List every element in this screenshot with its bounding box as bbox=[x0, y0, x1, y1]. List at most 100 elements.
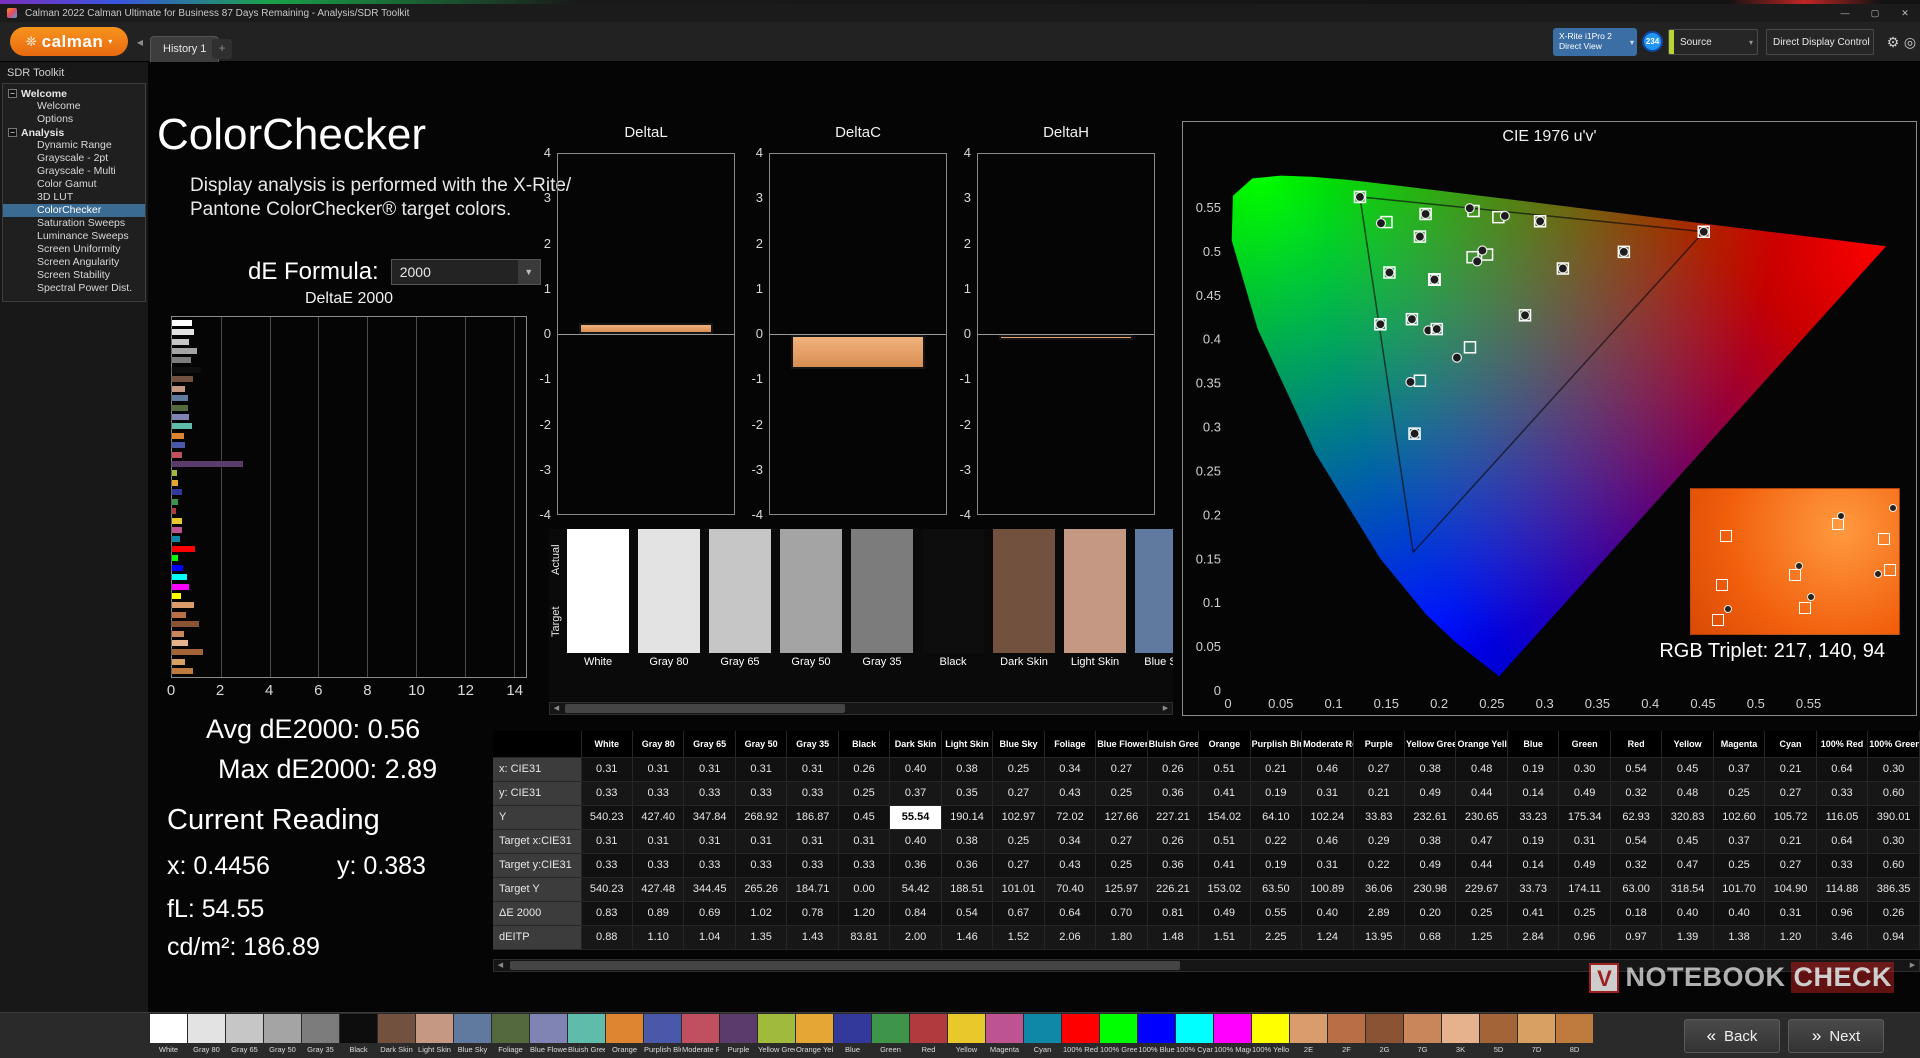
strip-scrollbar[interactable]: ◀ ▶ bbox=[549, 702, 1173, 715]
patch-swatch-gray-50[interactable]: Gray 50 bbox=[264, 1014, 301, 1056]
patch-swatch-yellow[interactable]: Yellow bbox=[948, 1014, 985, 1056]
sidebar-item-screen-stability[interactable]: Screen Stability bbox=[37, 269, 110, 281]
scroll-right-icon[interactable]: ▶ bbox=[1162, 705, 1169, 712]
patch-swatch-5d[interactable]: 5D bbox=[1480, 1014, 1517, 1056]
patch-swatch-7g[interactable]: 7G bbox=[1404, 1014, 1441, 1056]
patch-swatch-8d[interactable]: 8D bbox=[1556, 1014, 1593, 1056]
new-tab-button[interactable]: + bbox=[212, 39, 232, 59]
tree-expander-icon[interactable]: − bbox=[8, 128, 17, 137]
patch-swatch-gray-80[interactable]: Gray 80 bbox=[188, 1014, 225, 1056]
table-cell: 390.01 bbox=[1867, 805, 1920, 830]
scroll-left-icon[interactable]: ◀ bbox=[553, 705, 560, 712]
sidebar-item-dynamic-range[interactable]: Dynamic Range bbox=[37, 139, 112, 151]
sidebar-item-options[interactable]: Options bbox=[37, 113, 74, 125]
patch-swatch-red[interactable]: Red bbox=[910, 1014, 947, 1056]
patch-swatch-blue-sky[interactable]: Blue Sky bbox=[454, 1014, 491, 1056]
next-button[interactable]: » Next bbox=[1788, 1019, 1884, 1053]
sidebar-item-welcome[interactable]: Welcome bbox=[37, 100, 81, 112]
maximize-icon[interactable]: ▢ bbox=[1870, 8, 1880, 18]
table-cell: 1.20 bbox=[1764, 925, 1817, 950]
sidebar-item-colorchecker[interactable]: ColorChecker bbox=[3, 204, 145, 217]
patch-swatch-7d[interactable]: 7D bbox=[1518, 1014, 1555, 1056]
patch-swatch-100-yellow[interactable]: 100% Yellow bbox=[1252, 1014, 1289, 1056]
de-formula-dropdown[interactable]: 2000 ▼ bbox=[390, 259, 541, 285]
sidebar-group-welcome[interactable]: − Welcome bbox=[3, 87, 145, 100]
patch-swatch-orange[interactable]: Orange bbox=[606, 1014, 643, 1056]
gear-icon[interactable]: ⚙ bbox=[1886, 34, 1900, 50]
patch-swatch-orange-yellow[interactable]: Orange Yellow bbox=[796, 1014, 833, 1056]
table-cell: 0.33 bbox=[581, 853, 633, 878]
back-button[interactable]: « Back bbox=[1684, 1019, 1780, 1053]
table-cell: 347.84 bbox=[683, 805, 736, 830]
scroll-left-icon[interactable]: ◀ bbox=[497, 962, 504, 969]
patch-swatch-gray-35[interactable]: Gray 35 bbox=[302, 1014, 339, 1056]
sidebar-item-spectral-power-dist[interactable]: Spectral Power Dist. bbox=[37, 282, 133, 294]
patch-swatch-blue-flower[interactable]: Blue Flower bbox=[530, 1014, 567, 1056]
patch-swatch-blue[interactable]: Blue bbox=[834, 1014, 871, 1056]
patch-swatch-green[interactable]: Green bbox=[872, 1014, 909, 1056]
close-icon[interactable]: ✕ bbox=[1901, 8, 1909, 18]
patch-swatch-cyan[interactable]: Cyan bbox=[1024, 1014, 1061, 1056]
sidebar-item-color-gamut[interactable]: Color Gamut bbox=[37, 178, 97, 190]
patch-swatch-gray-65[interactable]: Gray 65 bbox=[226, 1014, 263, 1056]
scroll-right-icon[interactable]: ▶ bbox=[1909, 962, 1916, 969]
scrollbar-thumb[interactable] bbox=[510, 961, 1180, 970]
display-control-selector[interactable]: Direct Display Control ▾ bbox=[1766, 29, 1874, 55]
patch-swatch-black[interactable]: Black bbox=[340, 1014, 377, 1056]
table-cell: 1.25 bbox=[1455, 925, 1508, 950]
deltae-bar-moderate-red bbox=[172, 451, 182, 458]
patch-swatch-100-magenta[interactable]: 100% Magenta bbox=[1214, 1014, 1251, 1056]
table-scrollbar[interactable]: ◀ ▶ bbox=[493, 959, 1920, 972]
tab-history-1[interactable]: History 1 bbox=[150, 36, 220, 62]
sidebar-item-3d-lut[interactable]: 3D LUT bbox=[37, 191, 74, 203]
patch-swatch-2g[interactable]: 2G bbox=[1366, 1014, 1403, 1056]
table-cell: 0.31 bbox=[1301, 781, 1354, 806]
actual-color bbox=[1135, 529, 1173, 591]
patch-swatch-purple[interactable]: Purple bbox=[720, 1014, 757, 1056]
sidebar-collapse-button[interactable]: ◀ bbox=[136, 38, 144, 47]
patch-swatch-2f[interactable]: 2F bbox=[1328, 1014, 1365, 1056]
svg-text:0.5: 0.5 bbox=[1747, 696, 1765, 711]
patch-swatch-purplish-blue[interactable]: Purplish Blue bbox=[644, 1014, 681, 1056]
patch-swatch-100-red[interactable]: 100% Red bbox=[1062, 1014, 1099, 1056]
table-cell: 540.23 bbox=[581, 805, 633, 830]
current-fl-value: fL: 54.55 bbox=[167, 895, 265, 923]
calman-logo-button[interactable]: ❊ calman ▾ bbox=[10, 27, 128, 56]
table-cell: 1.24 bbox=[1301, 925, 1354, 950]
sidebar-item-grayscale-2pt[interactable]: Grayscale - 2pt bbox=[37, 152, 109, 164]
table-cell: 0.60 bbox=[1867, 853, 1920, 878]
sidebar-item-screen-uniformity[interactable]: Screen Uniformity bbox=[37, 243, 121, 255]
table-cell: 0.21 bbox=[1353, 781, 1406, 806]
patch-swatch-100-cyan[interactable]: 100% Cyan bbox=[1176, 1014, 1213, 1056]
patch-swatch-dark-skin[interactable]: Dark Skin bbox=[378, 1014, 415, 1056]
patch-swatch-100-green[interactable]: 100% Green bbox=[1100, 1014, 1137, 1056]
meter-selector-button[interactable]: X-Rite i1Pro 2 Direct View ▾ bbox=[1553, 28, 1637, 56]
table-cell: 0.49 bbox=[1404, 781, 1457, 806]
svg-text:0.2: 0.2 bbox=[1203, 507, 1221, 522]
actual-color bbox=[780, 529, 842, 591]
patch-swatch-foliage[interactable]: Foliage bbox=[492, 1014, 529, 1056]
patch-swatch-bluish-green[interactable]: Bluish Green bbox=[568, 1014, 605, 1056]
scrollbar-thumb[interactable] bbox=[565, 704, 845, 713]
sidebar-item-grayscale-multi[interactable]: Grayscale - Multi bbox=[37, 165, 116, 177]
tree-expander-icon[interactable]: − bbox=[8, 89, 17, 98]
patch-swatch-magenta[interactable]: Magenta bbox=[986, 1014, 1023, 1056]
cie-target-marker-cyan bbox=[1374, 318, 1387, 331]
source-selector[interactable]: Source ▾ bbox=[1668, 29, 1758, 55]
table-cell: 386.35 bbox=[1867, 877, 1920, 902]
patch-swatch-2e[interactable]: 2E bbox=[1290, 1014, 1327, 1056]
patch-swatch-white[interactable]: White bbox=[150, 1014, 187, 1056]
deltae-bar-orange bbox=[172, 432, 184, 439]
patch-swatch-3k[interactable]: 3K bbox=[1442, 1014, 1479, 1056]
sidebar-item-saturation-sweeps[interactable]: Saturation Sweeps bbox=[37, 217, 126, 229]
patch-swatch-100-blue[interactable]: 100% Blue bbox=[1138, 1014, 1175, 1056]
workspace-icon[interactable]: ◎ bbox=[1903, 34, 1917, 50]
patch-swatch-moderate-red[interactable]: Moderate Red bbox=[682, 1014, 719, 1056]
patch-swatch-yellow-green[interactable]: Yellow Green bbox=[758, 1014, 795, 1056]
minimize-icon[interactable]: — bbox=[1840, 8, 1850, 18]
sidebar-group-analysis[interactable]: − Analysis bbox=[3, 126, 145, 139]
sidebar-item-screen-angularity[interactable]: Screen Angularity bbox=[37, 256, 120, 268]
table-col-black: Black bbox=[838, 731, 891, 758]
sidebar-item-luminance-sweeps[interactable]: Luminance Sweeps bbox=[37, 230, 129, 242]
patch-swatch-light-skin[interactable]: Light Skin bbox=[416, 1014, 453, 1056]
